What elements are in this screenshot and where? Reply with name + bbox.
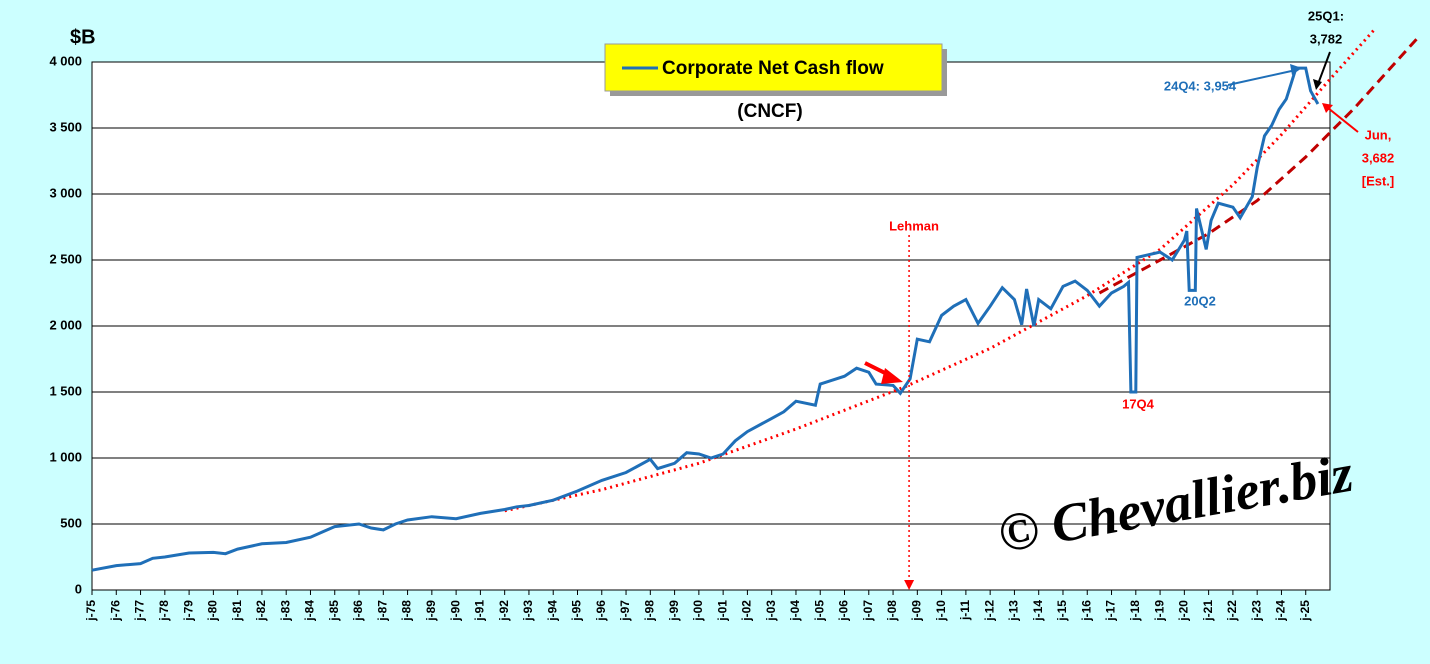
x-tick-label: j-08 — [885, 600, 899, 622]
legend-label: Corporate Net Cash flow — [662, 58, 884, 79]
x-tick-label: j-82 — [254, 600, 268, 622]
x-tick-label: j-22 — [1225, 600, 1239, 622]
est-arrow — [1327, 107, 1359, 133]
x-tick-label: j-91 — [473, 600, 487, 622]
annotation: 3,682 — [1362, 150, 1395, 165]
annotation: Lehman — [889, 218, 939, 233]
y-tick-label: 3 500 — [49, 119, 82, 134]
annotation: 17Q4 — [1122, 396, 1155, 411]
x-tick-label: j-77 — [133, 600, 147, 622]
legend: Corporate Net Cash flow — [604, 43, 947, 96]
x-tick-label: j-80 — [206, 600, 220, 622]
x-tick-label: j-19 — [1152, 600, 1166, 622]
series-line — [504, 26, 1378, 513]
q1-arrowhead — [1313, 79, 1322, 90]
peak-arrowhead — [1290, 64, 1302, 75]
x-tick-label: j-84 — [303, 600, 317, 622]
est-arrowhead — [1322, 103, 1333, 113]
crisis-arrowhead — [881, 368, 903, 384]
x-tick-label: j-81 — [230, 600, 244, 622]
x-tick-label: j-88 — [400, 600, 414, 622]
x-tick-label: j-87 — [375, 600, 389, 622]
y-tick-label: 2 500 — [49, 251, 82, 266]
x-tick-label: j-06 — [837, 600, 851, 622]
chart-title: (CNCF) — [737, 101, 802, 122]
x-tick-label: j-12 — [982, 600, 996, 622]
x-tick-label: j-89 — [424, 600, 438, 622]
annotation: 24Q4: 3,954 — [1164, 78, 1237, 93]
x-tick-label: j-94 — [545, 600, 559, 622]
y-tick-label: 2 000 — [49, 317, 82, 332]
x-tick-label: j-85 — [327, 600, 341, 622]
x-tick-label: j-86 — [351, 600, 365, 622]
x-tick-label: j-79 — [181, 600, 195, 622]
series-line — [1098, 37, 1419, 295]
annotation: 20Q2 — [1184, 293, 1216, 308]
x-tick-label: j-01 — [715, 600, 729, 622]
x-tick-label: j-00 — [691, 600, 705, 622]
legend-box — [604, 43, 943, 92]
x-tick-label: j-92 — [497, 600, 511, 622]
y-tick-label: 500 — [60, 515, 82, 530]
x-tick-label: j-18 — [1128, 600, 1142, 622]
lehman-arrowhead — [904, 580, 915, 590]
x-tick-label: j-23 — [1249, 600, 1263, 622]
annotation: 25Q1: — [1308, 8, 1344, 23]
x-tick-label: j-76 — [108, 600, 122, 622]
x-tick-label: j-03 — [764, 600, 778, 622]
x-tick-label: j-24 — [1274, 600, 1288, 622]
y-tick-label: 1 500 — [49, 383, 82, 398]
y-tick-label: 1 000 — [49, 449, 82, 464]
x-tick-label: j-95 — [570, 600, 584, 622]
x-tick-label: j-04 — [788, 600, 802, 622]
q1-arrow — [1317, 51, 1331, 85]
annotation: [Est.] — [1362, 173, 1395, 188]
peak-arrow — [1227, 69, 1297, 86]
x-tick-label: j-14 — [1031, 600, 1045, 622]
x-tick-label: j-98 — [642, 600, 656, 622]
annotation: 3,782 — [1310, 31, 1343, 46]
series-line — [91, 66, 1320, 572]
x-tick-label: j-90 — [448, 600, 462, 622]
x-tick-label: j-11 — [958, 600, 972, 621]
x-tick-label: j-20 — [1177, 600, 1191, 622]
x-tick-label: j-05 — [812, 600, 826, 622]
x-tick-label: j-99 — [667, 600, 681, 622]
x-tick-label: j-25 — [1298, 600, 1312, 622]
x-tick-label: j-15 — [1055, 600, 1069, 622]
y-tick-label: 0 — [75, 581, 82, 596]
x-tick-label: j-75 — [84, 600, 98, 622]
y-axis-label: $B — [70, 26, 96, 48]
x-tick-label: j-93 — [521, 600, 535, 622]
grid: 0 500 1 000 1 500 2 000 2 500 3 000 3 500 4 000 j… — [49, 53, 1330, 622]
x-tick-label: j-78 — [157, 600, 171, 622]
annotation: Jun, — [1365, 127, 1392, 142]
x-tick-label: j-13 — [1007, 600, 1021, 622]
x-tick-label: j-07 — [861, 600, 875, 622]
x-tick-label: j-17 — [1104, 600, 1118, 622]
x-tick-label: j-16 — [1079, 600, 1093, 622]
x-tick-label: j-10 — [934, 600, 948, 622]
y-tick-label: 3 000 — [49, 185, 82, 200]
x-tick-label: j-02 — [740, 600, 754, 622]
x-tick-label: j-09 — [910, 600, 924, 622]
y-tick-label: 4 000 — [49, 53, 82, 68]
x-tick-label: j-21 — [1201, 600, 1215, 622]
marks — [91, 26, 1419, 590]
x-tick-label: j-96 — [594, 600, 608, 622]
x-tick-label: j-83 — [278, 600, 292, 622]
x-tick-label: j-97 — [618, 600, 632, 622]
